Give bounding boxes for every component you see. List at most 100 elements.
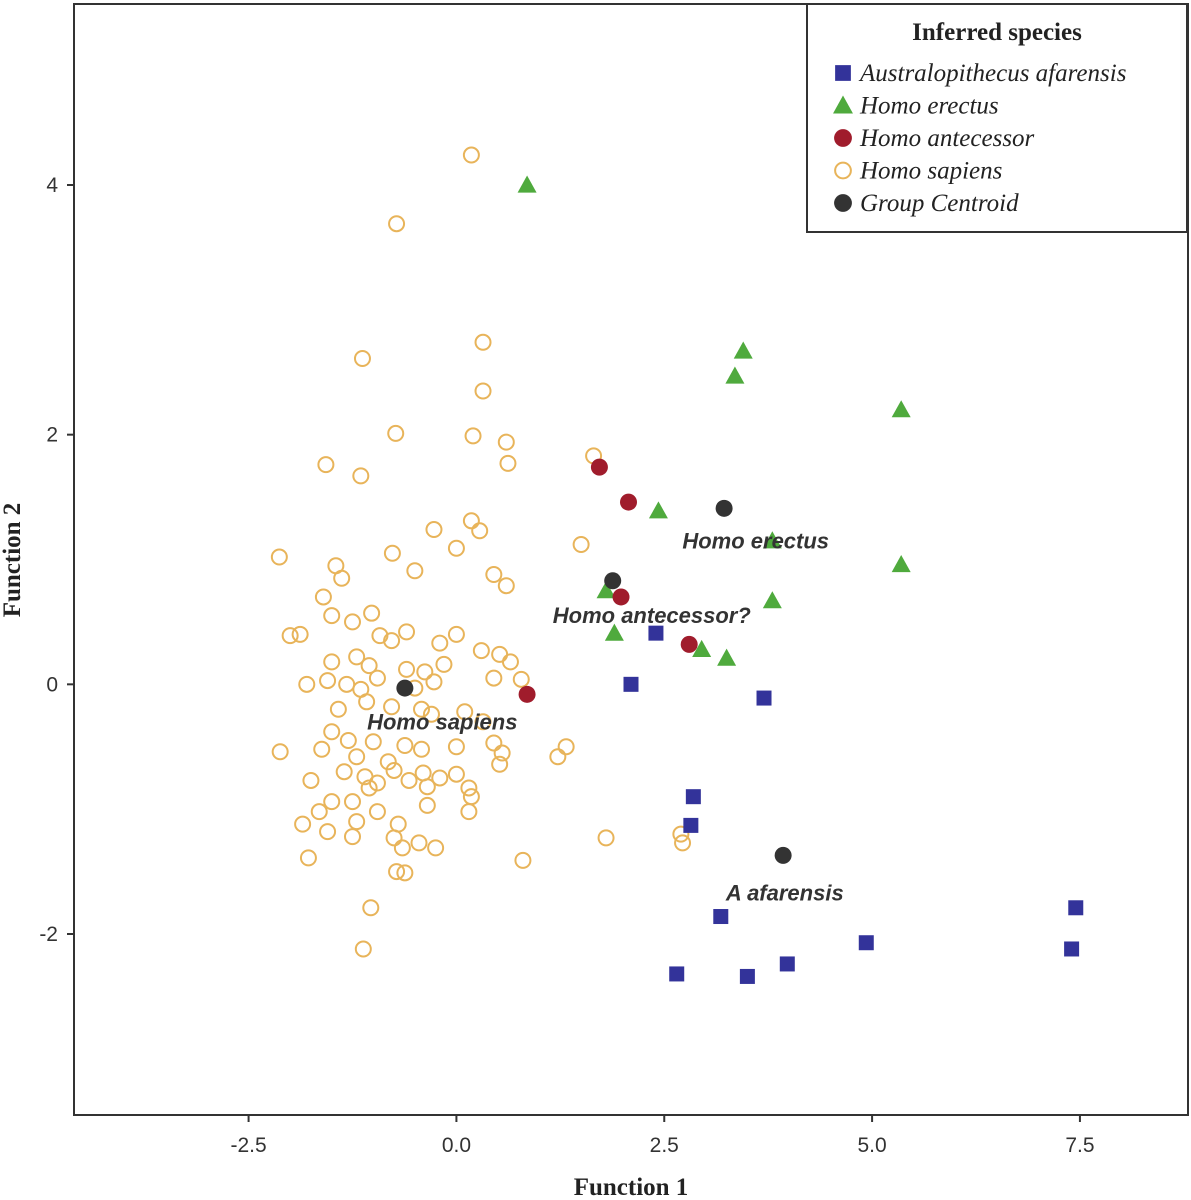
- point-homo-sapiens: [323, 723, 341, 741]
- point-homo-sapiens: [385, 761, 403, 779]
- legend-label: Group Centroid: [860, 190, 1019, 217]
- point-australopithecus-afarensis: [713, 909, 729, 925]
- x-tick-label: 7.5: [1065, 1134, 1094, 1157]
- x-axis-ticks: -2.5 0.0 2.5 5.0 7.5: [230, 1115, 1095, 1157]
- point-homo-sapiens: [360, 657, 378, 675]
- point-homo-sapiens: [348, 748, 366, 766]
- point-australopithecus-afarensis: [1068, 900, 1084, 916]
- point-group-centroid: [604, 572, 622, 590]
- point-homo-sapiens: [447, 738, 465, 756]
- point-homo-sapiens: [371, 627, 389, 645]
- point-australopithecus-afarensis: [1064, 941, 1080, 957]
- point-homo-sapiens: [491, 755, 509, 773]
- annotation-homo-erectus: Homo erectus: [682, 528, 829, 553]
- legend-label: Australopithecus afarensis: [858, 60, 1126, 87]
- point-group-centroid: [715, 499, 733, 517]
- point-homo-sapiens: [270, 548, 288, 566]
- point-homo-sapiens: [557, 738, 575, 756]
- point-homo-sapiens: [435, 655, 453, 673]
- point-homo-sapiens: [319, 823, 337, 841]
- point-australopithecus-afarensis: [683, 817, 699, 833]
- point-homo-sapiens: [344, 613, 361, 631]
- point-australopithecus-afarensis: [648, 625, 664, 641]
- point-homo-sapiens: [360, 779, 378, 797]
- point-homo-sapiens: [418, 778, 436, 796]
- y-tick-label: 4: [46, 174, 58, 197]
- point-homo-sapiens: [383, 698, 401, 716]
- point-homo-sapiens: [379, 753, 397, 771]
- point-homo-sapiens: [271, 743, 289, 761]
- point-homo-sapiens: [406, 562, 424, 580]
- point-homo-sapiens: [425, 673, 443, 691]
- point-homo-erectus: [762, 531, 782, 549]
- point-australopithecus-afarensis: [669, 966, 685, 982]
- point-homo-sapiens: [352, 467, 370, 485]
- point-homo-sapiens: [319, 672, 337, 690]
- point-homo-sapiens: [396, 736, 414, 754]
- point-homo-sapiens: [398, 623, 416, 641]
- point-australopithecus-afarensis: [756, 690, 772, 706]
- point-homo-sapiens: [299, 849, 317, 867]
- point-homo-sapiens: [464, 427, 482, 445]
- point-homo-sapiens: [294, 815, 312, 833]
- point-homo-sapiens: [485, 565, 503, 583]
- point-homo-sapiens: [383, 632, 401, 650]
- point-homo-sapiens: [323, 607, 341, 625]
- point-homo-sapiens: [514, 851, 532, 869]
- series-group-centroid: [396, 499, 792, 864]
- point-homo-sapiens: [512, 670, 530, 688]
- point-homo-erectus: [717, 648, 737, 666]
- point-homo-erectus: [692, 639, 712, 657]
- point-group-centroid: [774, 846, 792, 864]
- point-homo-sapiens: [460, 779, 478, 797]
- group-annotations: Homo erectus Homo antecessor? Homo sapiens…: [367, 528, 844, 905]
- point-homo-sapiens: [335, 763, 353, 781]
- point-homo-sapiens: [413, 700, 431, 718]
- legend-entries: Australopithecus afarensis Homo erectus Ho…: [833, 60, 1126, 217]
- point-homo-antecessor: [620, 493, 638, 511]
- point-australopithecus-afarensis: [685, 789, 701, 805]
- legend-marker-australopithecus-afarensis: [835, 65, 851, 81]
- plot-frame: [73, 3, 1189, 1116]
- point-homo-sapiens: [447, 625, 465, 643]
- point-homo-sapiens: [310, 803, 328, 821]
- legend-label: Homo erectus: [859, 93, 999, 120]
- legend-label: Homo antecessor: [859, 125, 1035, 152]
- y-axis-title: Function 2: [0, 503, 26, 618]
- point-homo-sapiens: [485, 669, 503, 687]
- point-homo-sapiens: [368, 669, 386, 687]
- point-homo-sapiens: [674, 834, 692, 852]
- point-homo-sapiens: [313, 740, 331, 758]
- series-homo-sapiens: [270, 146, 692, 958]
- point-homo-sapiens: [471, 522, 489, 540]
- point-homo-sapiens: [462, 146, 480, 164]
- point-homo-sapiens: [474, 382, 492, 400]
- point-homo-sapiens: [354, 940, 372, 958]
- point-homo-sapiens: [348, 648, 366, 666]
- point-homo-sapiens: [383, 544, 401, 562]
- legend-marker-homo-antecessor: [834, 129, 852, 147]
- point-homo-sapiens: [400, 771, 418, 789]
- point-homo-sapiens: [393, 839, 411, 857]
- annotation-a-afarensis: A afarensis: [725, 880, 844, 905]
- point-homo-sapiens: [314, 588, 332, 606]
- point-homo-sapiens: [358, 693, 376, 711]
- point-homo-sapiens: [339, 732, 357, 750]
- point-homo-sapiens: [493, 744, 511, 762]
- point-group-centroid: [396, 679, 414, 697]
- point-homo-erectus: [891, 554, 911, 573]
- legend-label: Homo sapiens: [859, 158, 1002, 185]
- series-homo-antecessor: [518, 458, 698, 703]
- legend: Inferred species Australopithecus afaren…: [806, 3, 1188, 233]
- point-homo-sapiens: [333, 569, 351, 587]
- point-homo-sapiens: [497, 433, 515, 451]
- point-homo-sapiens: [447, 539, 465, 557]
- annotation-homo-sapiens: Homo sapiens: [367, 709, 517, 734]
- point-homo-sapiens: [317, 456, 335, 474]
- point-homo-sapiens: [298, 675, 316, 693]
- x-tick-label: -2.5: [230, 1134, 266, 1157]
- series-homo-erectus: [517, 175, 911, 666]
- point-homo-erectus: [517, 175, 537, 193]
- point-homo-sapiens: [398, 660, 416, 678]
